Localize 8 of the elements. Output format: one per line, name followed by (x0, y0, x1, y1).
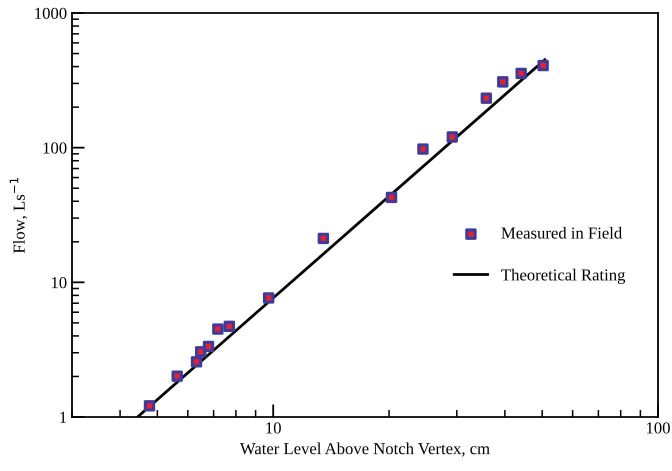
y-tick-label: 1 (60, 412, 66, 423)
legend-label: Theoretical Rating (501, 268, 626, 284)
y-axis-title: Flow, Ls$^{−1}$ (10, 178, 28, 254)
y-tick-label: 1000 (35, 8, 67, 19)
y-tick-label: 100 (44, 142, 67, 154)
x-axis-title: Water Level Above Notch Vertex, cm (240, 442, 490, 457)
y-tick-label: 10 (52, 277, 67, 288)
legend-label: Measured in Field (501, 226, 622, 239)
